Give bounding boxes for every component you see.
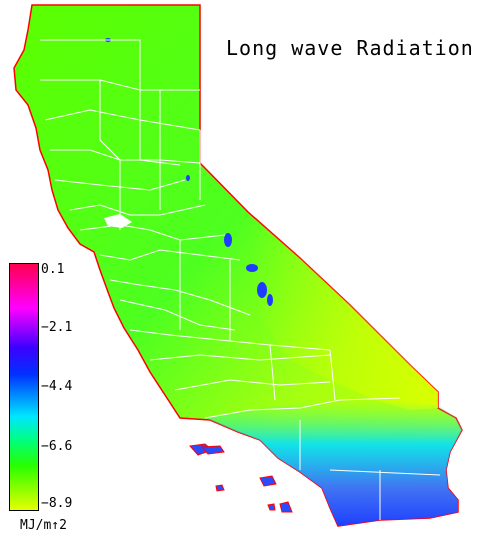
legend-unit-label: MJ/m↑2 (20, 518, 67, 533)
san-francisco-bay (104, 214, 132, 228)
sierra-high-values (105, 38, 273, 306)
eastern-desert-zone (248, 212, 438, 410)
legend-tick-label: −8.9 (41, 496, 73, 511)
color-scale-bar (9, 263, 39, 511)
legend-tick-label: −6.6 (41, 439, 73, 454)
county-boundaries (40, 39, 441, 520)
channel-islands (189, 443, 293, 513)
map-title: Long wave Radiation (226, 36, 474, 60)
legend-tick-label: −4.4 (41, 379, 73, 394)
legend-tick-label: −2.1 (41, 320, 73, 335)
southern-coastal-zone (205, 400, 462, 526)
legend-tick-label: 0.1 (41, 262, 65, 277)
